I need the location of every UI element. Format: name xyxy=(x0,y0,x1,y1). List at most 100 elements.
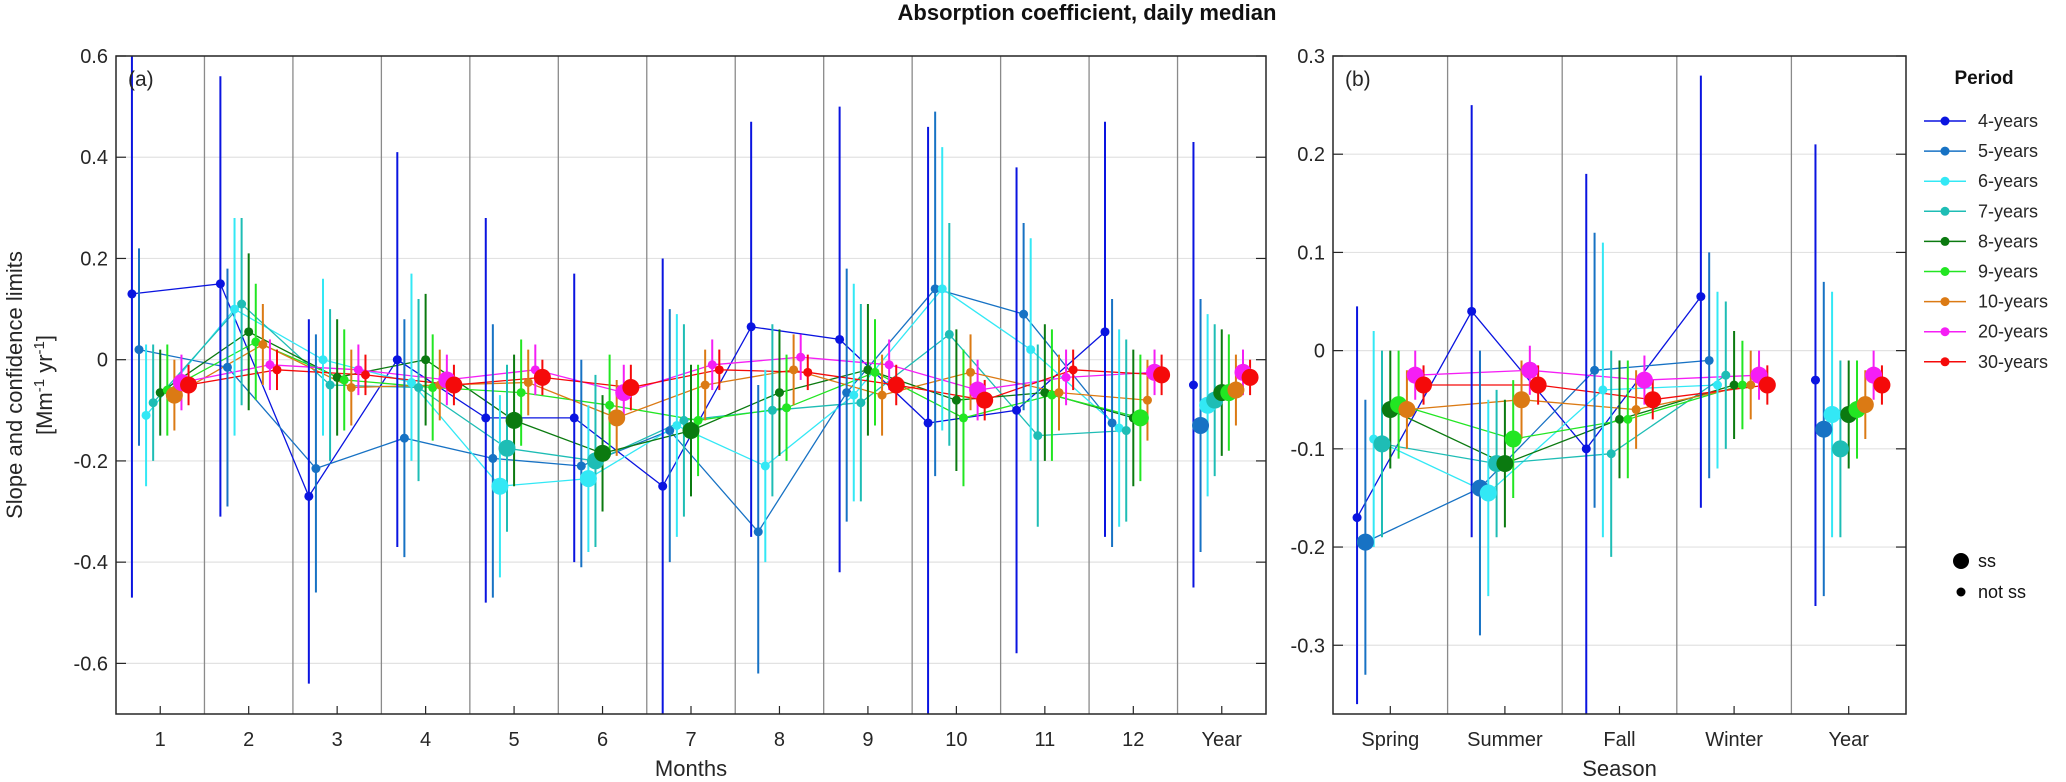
panel-label: (b) xyxy=(1345,68,1371,91)
marker-5-years xyxy=(488,453,498,463)
x-tick-label: 7 xyxy=(685,729,696,751)
marker-30-years xyxy=(1873,376,1891,394)
marker-6-years xyxy=(1598,385,1608,395)
marker-20-years xyxy=(353,365,363,375)
marker-5-years xyxy=(1815,420,1833,438)
series-line-5-years xyxy=(1365,359,1710,543)
marker-5-years xyxy=(399,433,409,443)
x-tick-label: 3 xyxy=(332,729,343,751)
marker-9-years xyxy=(1737,380,1747,390)
marker-8-years xyxy=(1615,414,1624,424)
marker-7-years xyxy=(1033,431,1043,441)
marker-4-years xyxy=(1100,327,1110,337)
marker-9-years xyxy=(251,337,261,347)
y-tick-label: -0.4 xyxy=(74,552,108,574)
x-tick-label: Fall xyxy=(1603,729,1635,751)
marker-5-years xyxy=(842,388,852,398)
legend-marker-8-years xyxy=(1940,236,1950,246)
legend-label-8-years: 8-years xyxy=(1978,231,2038,251)
marker-5-years xyxy=(930,284,940,294)
y-tick-label: 0.4 xyxy=(80,147,108,169)
marker-30-years xyxy=(622,379,640,397)
x-tick-label: Year xyxy=(1202,729,1243,751)
marker-6-years xyxy=(406,377,416,387)
marker-9-years xyxy=(1504,430,1522,448)
legend-marker-20-years xyxy=(1940,327,1950,337)
legend-marker-10-years xyxy=(1940,297,1950,307)
marker-10-years xyxy=(608,409,626,427)
marker-7-years xyxy=(679,415,689,425)
marker-10-years xyxy=(165,386,183,404)
marker-10-years xyxy=(1513,391,1531,409)
marker-30-years xyxy=(180,376,198,394)
marker-30-years xyxy=(445,376,463,394)
y-axis-units-part: [Mm xyxy=(32,392,57,435)
legend-items: 4-years 5-years 6-years 7-years 8-years 9-yea… xyxy=(1924,111,2048,372)
marker-4-years xyxy=(1581,444,1591,454)
x-tick-label: 8 xyxy=(774,729,785,751)
marker-10-years xyxy=(346,383,356,393)
marker-10-years xyxy=(1142,395,1152,405)
marker-30-years xyxy=(360,370,370,380)
marker-20-years xyxy=(796,352,806,362)
y-tick-label: -0.1 xyxy=(1291,439,1325,461)
marker-8-years xyxy=(594,444,612,462)
x-tick-label: 9 xyxy=(862,729,873,751)
panel-b: -0.3 -0.2 -0.1 0 0.1 0.2 0.3 Spring Summer Fall Wi… xyxy=(1291,46,1907,781)
x-tick-label: 10 xyxy=(945,729,967,751)
y-tick-label: 0.2 xyxy=(80,248,108,270)
x-tick-label: 5 xyxy=(509,729,520,751)
marker-4-years xyxy=(215,279,225,289)
marker-8-years xyxy=(155,388,165,398)
x-tick-label: 11 xyxy=(1034,729,1055,751)
marker-10-years xyxy=(523,377,533,387)
y-axis-units-superscript: -1 xyxy=(31,379,48,392)
marker-30-years xyxy=(1758,376,1776,394)
marker-10-years xyxy=(1856,396,1874,414)
marker-30-years xyxy=(1068,365,1078,375)
marker-4-years xyxy=(569,413,579,423)
marker-30-years xyxy=(714,365,724,375)
panel-label: (a) xyxy=(128,68,154,91)
marker-7-years xyxy=(1831,440,1849,458)
marker-4-years xyxy=(304,491,314,501)
marker-6-years xyxy=(672,420,682,430)
marker-7-years xyxy=(944,329,954,339)
marker-30-years xyxy=(1415,376,1433,394)
legend-size-not-ss-marker xyxy=(1956,587,1966,597)
marker-4-years xyxy=(392,355,402,365)
marker-5-years xyxy=(1590,365,1600,375)
marker-8-years xyxy=(1040,388,1050,398)
marker-7-years xyxy=(856,398,866,408)
panel-a: -0.6-0.4-0.200.20.40.61 2 3 4 5 6 7 8 9 10 11 12 Yea… xyxy=(2,46,1267,781)
legend-marker-4-years xyxy=(1940,116,1950,126)
marker-4-years xyxy=(1696,292,1706,302)
legend-label-9-years: 9-years xyxy=(1978,262,2038,282)
y-axis-label: Slope and confidence limits xyxy=(2,251,27,519)
marker-6-years xyxy=(849,390,859,400)
legend-marker-9-years xyxy=(1940,267,1950,276)
marker-5-years xyxy=(222,362,232,372)
marker-9-years xyxy=(870,367,880,377)
legend-size-ss-marker xyxy=(1953,553,1969,569)
marker-30-years xyxy=(803,367,813,377)
marker-9-years xyxy=(1131,409,1149,427)
marker-6-years xyxy=(141,410,151,420)
marker-7-years xyxy=(1606,449,1616,459)
legend-marker-5-years xyxy=(1940,146,1950,156)
marker-5-years xyxy=(1192,416,1210,434)
marker-20-years xyxy=(1635,371,1653,389)
marker-7-years xyxy=(1373,435,1391,453)
x-tick-label: 12 xyxy=(1122,729,1144,751)
marker-20-years xyxy=(1521,361,1539,379)
legend-label-20-years: 20-years xyxy=(1978,322,2048,342)
marker-6-years xyxy=(230,304,240,314)
y-tick-label: 0.2 xyxy=(1297,144,1325,166)
marker-8-years xyxy=(863,365,873,375)
marker-8-years xyxy=(682,422,700,440)
marker-9-years xyxy=(428,383,438,393)
x-tick-label: Winter xyxy=(1705,729,1763,751)
marker-5-years xyxy=(134,345,144,355)
marker-5-years xyxy=(311,464,321,474)
marker-10-years xyxy=(1227,381,1245,399)
